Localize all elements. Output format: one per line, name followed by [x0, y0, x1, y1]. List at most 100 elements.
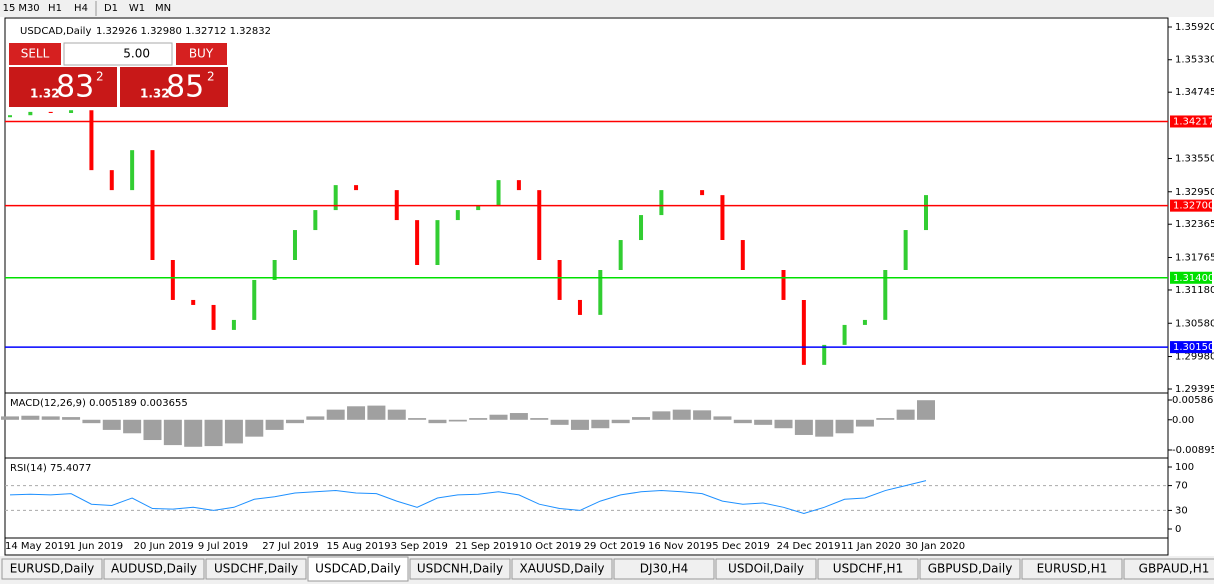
y-tick-label: -0.008955: [1172, 445, 1214, 456]
y-tick-label: 1.29980: [1175, 352, 1214, 363]
tab-label[interactable]: GBPUSD,Daily: [928, 562, 1013, 576]
level-label: 1.32700: [1173, 201, 1214, 212]
level-label: 1.34217: [1173, 116, 1214, 127]
x-tick-label: 9 Jul 2019: [198, 541, 248, 552]
tab[interactable]: [205, 558, 307, 580]
y-tick-label: 1.33550: [1175, 153, 1214, 164]
macd-bar: [489, 414, 508, 420]
tab-label[interactable]: USDCHF,Daily: [214, 562, 298, 576]
x-tick-label: 11 Jan 2020: [841, 541, 901, 552]
macd-bar: [896, 409, 915, 420]
y-tick-label: 70: [1175, 481, 1188, 492]
tab[interactable]: [919, 558, 1021, 580]
x-tick-label: 16 Nov 2019: [648, 541, 712, 552]
y-tick-label: 1.32365: [1175, 219, 1214, 230]
level-label: 1.30150: [1173, 342, 1214, 353]
macd-bar: [62, 417, 81, 420]
macd-bar: [387, 409, 406, 420]
buy-big[interactable]: 85: [166, 70, 204, 105]
tab[interactable]: [511, 558, 613, 580]
x-tick-label: 10 Oct 2019: [519, 541, 581, 552]
macd-bar: [285, 419, 304, 424]
buy-button[interactable]: [176, 43, 227, 65]
y-tick-label: 1.31765: [1175, 253, 1214, 264]
level-tag: [1170, 199, 1212, 212]
macd-bar: [652, 411, 671, 420]
tab[interactable]: [307, 556, 409, 582]
macd-bar: [306, 416, 325, 420]
sell-button[interactable]: [9, 43, 61, 65]
timeframe-button[interactable]: 15: [3, 3, 16, 14]
tab[interactable]: [817, 558, 919, 580]
macd-bar: [21, 415, 40, 420]
y-tick-label: 0: [1175, 524, 1181, 535]
y-tick-label: 1.35920: [1175, 22, 1214, 33]
macd-bar: [82, 419, 101, 424]
macd-bar: [469, 418, 488, 420]
y-tick-label: 1.30580: [1175, 318, 1214, 329]
timeframe-button[interactable]: H4: [74, 3, 88, 14]
macd-bar: [163, 419, 182, 446]
macd-bar: [611, 419, 630, 424]
x-tick-label: 27 Jul 2019: [262, 541, 319, 552]
timeframe-button[interactable]: MN: [155, 3, 171, 14]
tab-label[interactable]: GBPAUD,H1: [1139, 562, 1210, 576]
timeframe-button[interactable]: H1: [48, 3, 62, 14]
lot-value[interactable]: 5.00: [123, 47, 150, 61]
timeframe-button[interactable]: W1: [129, 3, 145, 14]
buy-label[interactable]: BUY: [189, 47, 214, 61]
timeframe-button[interactable]: M30: [18, 3, 39, 14]
macd-bar: [509, 413, 528, 420]
macd-bar: [326, 409, 345, 420]
tab[interactable]: [409, 558, 511, 580]
tab-label[interactable]: EURUSD,H1: [1037, 562, 1108, 576]
y-tick-label: 100: [1175, 462, 1194, 473]
tab[interactable]: [715, 558, 817, 580]
macd-bar: [693, 410, 712, 420]
tab-label[interactable]: DJ30,H4: [640, 562, 689, 576]
lot-input[interactable]: [63, 42, 173, 66]
tab[interactable]: [613, 558, 715, 580]
sell-sup[interactable]: 2: [96, 70, 104, 84]
tab-label[interactable]: USDOil,Daily: [728, 562, 804, 576]
macd-bar: [123, 419, 142, 434]
sell-label[interactable]: SELL: [21, 47, 50, 61]
macd-bar: [774, 419, 793, 429]
buy-sup[interactable]: 2: [207, 70, 215, 84]
macd-bar: [754, 419, 773, 425]
macd-bar: [143, 419, 162, 441]
tab-label[interactable]: USDCAD,Daily: [315, 562, 401, 576]
tab-label[interactable]: USDCHF,H1: [833, 562, 903, 576]
macd-bar: [733, 419, 752, 424]
ohlc-header: 1.32926 1.32980 1.32712 1.32832: [96, 26, 271, 37]
macd-bar: [265, 419, 284, 430]
tab-label[interactable]: XAUUSD,Daily: [519, 562, 604, 576]
y-tick-label: 0.00: [1172, 415, 1194, 426]
tab-label[interactable]: EURUSD,Daily: [10, 562, 95, 576]
x-tick-label: 15 Aug 2019: [327, 541, 391, 552]
macd-bar: [204, 419, 223, 447]
tab-label[interactable]: USDCNH,Daily: [417, 562, 503, 576]
sell-big[interactable]: 83: [56, 70, 94, 105]
tab-label[interactable]: AUDUSD,Daily: [111, 562, 197, 576]
symbol-header: USDCAD,Daily: [20, 26, 91, 37]
macd-bar: [367, 405, 386, 420]
sell-price-box[interactable]: [9, 67, 117, 107]
x-tick-label: 20 Jun 2019: [134, 541, 194, 552]
y-tick-label: 1.29395: [1175, 384, 1214, 395]
level-tag: [1170, 271, 1212, 284]
timeframe-button[interactable]: D1: [104, 3, 118, 14]
tab[interactable]: [1123, 558, 1214, 580]
tab[interactable]: [1, 558, 103, 580]
sell-prefix[interactable]: 1.32: [30, 87, 60, 101]
buy-price-box[interactable]: [120, 67, 228, 107]
y-tick-label: 1.32950: [1175, 187, 1214, 198]
buy-prefix[interactable]: 1.32: [140, 87, 170, 101]
tab[interactable]: [1021, 558, 1123, 580]
y-tick-label: 1.31180: [1175, 285, 1214, 296]
macd-bar: [917, 400, 935, 420]
macd-bar: [1, 416, 19, 420]
tab[interactable]: [103, 558, 205, 580]
